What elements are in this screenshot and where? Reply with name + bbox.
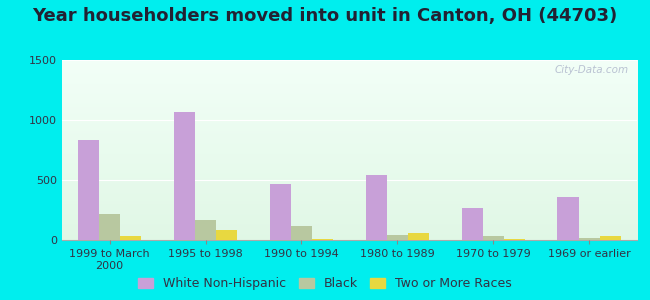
Bar: [216, 230, 237, 240]
Bar: [312, 239, 333, 240]
Bar: [174, 112, 195, 240]
Bar: [195, 220, 216, 240]
Bar: [462, 208, 483, 240]
Bar: [483, 236, 504, 240]
Bar: [504, 239, 525, 240]
Bar: [270, 184, 291, 240]
Bar: [120, 236, 141, 240]
Text: Year householders moved into unit in Canton, OH (44703): Year householders moved into unit in Can…: [32, 8, 617, 26]
Bar: [599, 236, 621, 240]
Legend: White Non-Hispanic, Black, Two or More Races: White Non-Hispanic, Black, Two or More R…: [135, 273, 515, 294]
Bar: [578, 238, 599, 240]
Bar: [99, 214, 120, 240]
Bar: [387, 235, 408, 240]
Bar: [291, 226, 312, 240]
Bar: [408, 233, 429, 240]
Bar: [78, 140, 99, 240]
Text: City-Data.com: City-Data.com: [554, 65, 629, 75]
Bar: [366, 175, 387, 240]
Bar: [558, 197, 579, 240]
